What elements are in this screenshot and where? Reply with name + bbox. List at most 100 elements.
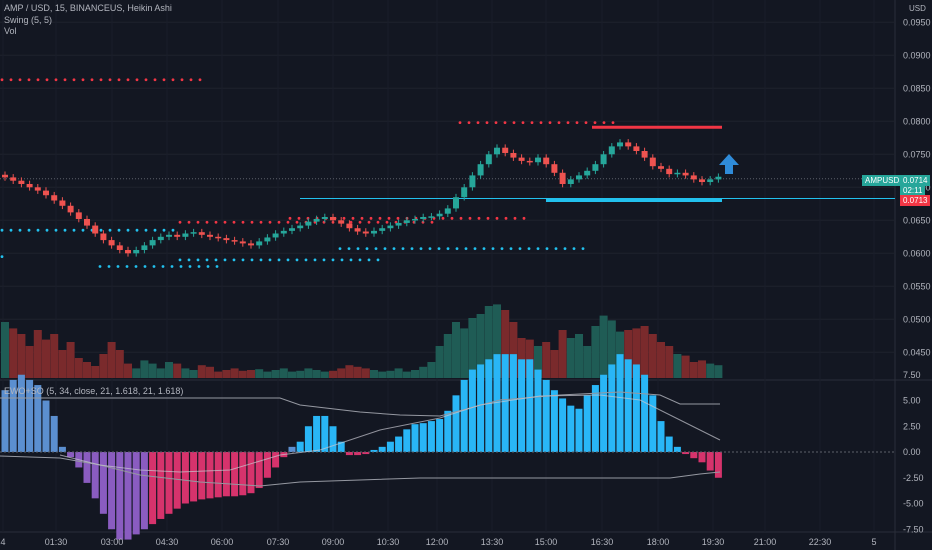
swing-high-dot: [575, 121, 579, 125]
volume-bar: [353, 366, 362, 378]
oscillator-bar: [509, 354, 517, 452]
volume-bar: [673, 354, 682, 378]
volume-bar: [50, 334, 59, 378]
time-axis-label: 5: [871, 537, 876, 547]
swing-low-dot: [27, 228, 31, 232]
swing-low-dot: [134, 265, 138, 268]
swing-high-dot: [81, 78, 85, 82]
swing-high-dot: [205, 220, 209, 224]
volume-bar: [132, 368, 141, 378]
volume-bar: [320, 371, 329, 378]
candle: [10, 177, 17, 181]
volume-bar: [255, 369, 264, 378]
swing-low-dot: [45, 228, 49, 232]
volume-bar: [632, 328, 641, 378]
oscillator-bar: [173, 452, 181, 509]
swing-low-dot: [152, 265, 156, 268]
candle: [559, 172, 566, 184]
oscillator-bar: [313, 415, 321, 452]
candle: [428, 216, 435, 218]
candle: [43, 190, 49, 196]
swing-high-dot: [522, 216, 526, 220]
swing-low-dot: [0, 228, 4, 232]
candle: [526, 160, 533, 163]
swing-high-dot: [153, 78, 157, 82]
swing-low-dot: [313, 258, 317, 262]
swing-high-dot: [566, 121, 570, 125]
swing-low-dot: [161, 265, 165, 268]
swing-high-dot: [351, 216, 355, 220]
swing-high-dot: [259, 220, 263, 224]
candle: [453, 197, 459, 209]
price-tick-label: 0.0900: [903, 50, 931, 60]
oscillator-bar: [493, 354, 501, 452]
swing-high-dot: [387, 216, 391, 220]
oscillator-bar: [206, 452, 214, 499]
currency-label: USD: [909, 4, 926, 13]
oscillator-bar: [17, 374, 25, 452]
swing-low-dot: [214, 258, 218, 262]
volume-bar: [681, 355, 690, 378]
swing-high-dot: [521, 121, 525, 125]
candle: [297, 225, 304, 229]
candle: [412, 218, 418, 221]
volume-bar: [550, 350, 559, 378]
candle: [248, 243, 254, 246]
swing-high-dot: [288, 216, 292, 220]
oscillator-bar: [140, 452, 148, 530]
swing-high-dot: [45, 78, 49, 82]
volume-bar: [197, 365, 206, 378]
swing-high-dot: [162, 78, 166, 82]
volume-bar: [525, 339, 534, 378]
swing-low-dot: [197, 265, 201, 268]
swing-low-dot: [563, 247, 567, 251]
candle: [149, 240, 156, 246]
candle: [166, 234, 172, 237]
oscillator-bar: [99, 452, 107, 514]
swing-high-dot: [189, 78, 193, 82]
oscillator-bar: [272, 452, 280, 468]
price-tick-label: 0.0650: [903, 215, 931, 225]
oscillator-bar: [624, 359, 632, 452]
swing-indicator-label[interactable]: Swing (5, 5): [4, 15, 53, 25]
swing-high-dot: [485, 121, 489, 125]
swing-low-dot: [340, 258, 344, 262]
swing-high-dot: [477, 216, 481, 220]
oscillator-bar: [42, 400, 50, 452]
swing-high-dot: [396, 216, 400, 220]
swing-high-dot: [450, 216, 454, 220]
candle: [477, 164, 484, 176]
swing-low-dot: [419, 247, 423, 251]
volume-bar: [624, 330, 633, 378]
swing-low-dot: [545, 247, 549, 251]
candle: [674, 172, 681, 175]
swing-low-dot: [99, 228, 103, 232]
swing-low-dot: [446, 247, 450, 251]
candle: [239, 241, 246, 244]
oscillator-bar: [181, 452, 189, 504]
candle: [387, 225, 394, 229]
candle: [494, 147, 500, 155]
volume-bar: [534, 346, 542, 378]
oscillator-tick-label: 5.00: [903, 396, 921, 406]
swing-low-dot: [116, 265, 120, 268]
oscillator-bar: [214, 452, 222, 498]
swing-high-dot: [369, 216, 373, 220]
candle: [34, 187, 41, 191]
candle: [707, 179, 714, 183]
swing-low-dot: [581, 247, 585, 251]
last-price-tag: 0.0714: [900, 175, 931, 186]
volume-bar: [165, 362, 173, 378]
swing-high-dot: [241, 220, 245, 224]
oscillator-label[interactable]: EWO+SO (5, 34, close, 21, 1.618, 21, 1.6…: [4, 386, 184, 396]
oscillator-bar: [542, 379, 550, 452]
swing-low-dot: [153, 228, 157, 232]
volume-indicator-label[interactable]: Vol: [4, 26, 17, 36]
candle: [92, 225, 99, 234]
oscillator-bar: [370, 449, 378, 452]
symbol-title[interactable]: AMP / USD, 15, BINANCEUS, Heikin Ashi: [4, 3, 172, 13]
swing-high-dot: [512, 121, 516, 125]
candle: [600, 154, 607, 165]
swing-low-dot: [108, 228, 112, 232]
